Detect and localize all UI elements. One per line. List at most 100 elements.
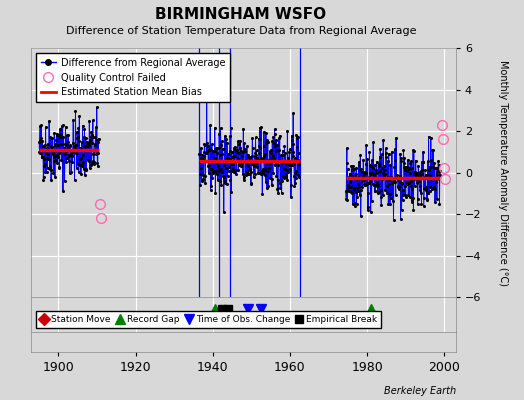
Point	[231, 144, 239, 150]
Point	[272, 147, 281, 154]
Point	[89, 134, 97, 140]
Point	[233, 158, 242, 165]
Point	[93, 163, 102, 170]
Point	[412, 180, 421, 187]
Point	[264, 167, 272, 174]
Point	[81, 142, 90, 149]
Point	[48, 148, 57, 155]
Point	[276, 133, 284, 139]
Point	[206, 147, 215, 154]
Point	[244, 163, 252, 169]
Point	[246, 154, 255, 161]
Point	[63, 138, 72, 145]
Point	[436, 171, 444, 178]
Point	[282, 166, 291, 173]
Point	[433, 195, 441, 202]
Point	[429, 146, 437, 153]
Point	[413, 201, 422, 208]
Point	[352, 189, 360, 195]
Point	[366, 178, 374, 184]
Point	[345, 188, 354, 194]
Point	[357, 178, 366, 184]
Point	[350, 186, 358, 193]
Point	[364, 206, 372, 213]
Point	[267, 176, 276, 182]
Point	[387, 180, 396, 186]
Point	[235, 141, 244, 147]
Point	[290, 173, 298, 179]
Point	[258, 167, 266, 174]
Point	[60, 145, 69, 152]
Point	[380, 167, 389, 174]
Point	[200, 149, 209, 156]
Point	[376, 145, 385, 152]
Point	[358, 169, 366, 175]
Point	[79, 122, 87, 129]
Point	[77, 154, 85, 161]
Point	[430, 165, 439, 171]
Point	[259, 156, 267, 162]
Point	[51, 152, 60, 159]
Point	[403, 180, 412, 187]
Point	[38, 154, 47, 160]
Point	[89, 150, 97, 157]
Point	[238, 160, 246, 166]
Point	[409, 147, 417, 154]
Point	[197, 155, 205, 161]
Point	[49, 158, 58, 164]
Point	[212, 155, 220, 162]
Point	[393, 172, 401, 178]
Point	[70, 176, 79, 183]
Point	[53, 151, 62, 158]
Point	[397, 207, 406, 213]
Point	[373, 179, 381, 185]
Point	[48, 144, 56, 150]
Point	[62, 155, 70, 161]
Point	[93, 104, 101, 110]
Point	[92, 124, 100, 130]
Point	[221, 180, 230, 187]
Point	[421, 166, 429, 173]
Point	[361, 181, 369, 188]
Point	[389, 178, 397, 185]
Point	[203, 149, 211, 156]
Point	[246, 166, 254, 172]
Point	[381, 145, 390, 152]
Point	[400, 192, 409, 198]
Point	[372, 174, 380, 180]
Point	[52, 137, 60, 144]
Point	[422, 186, 430, 193]
Point	[345, 188, 353, 194]
Point	[346, 189, 355, 195]
Point	[236, 138, 245, 144]
Point	[286, 146, 294, 152]
Point	[226, 148, 234, 154]
Point	[231, 145, 239, 152]
Point	[228, 154, 236, 160]
Point	[208, 141, 216, 148]
Point	[84, 142, 93, 148]
Point	[260, 167, 269, 173]
Point	[50, 141, 59, 148]
Point	[379, 136, 387, 143]
Point	[236, 145, 244, 152]
Point	[265, 158, 273, 164]
Point	[258, 191, 267, 198]
Point	[92, 146, 100, 153]
Point	[284, 155, 292, 161]
Point	[230, 169, 238, 175]
Point	[409, 207, 418, 214]
Point	[257, 170, 266, 177]
Point	[421, 172, 430, 178]
Point	[85, 158, 93, 164]
Point	[39, 174, 48, 180]
Point	[40, 155, 48, 162]
Point	[68, 159, 77, 166]
Point	[285, 162, 293, 168]
Point	[430, 160, 439, 166]
Point	[286, 167, 294, 173]
Point	[344, 184, 353, 190]
Point	[429, 184, 437, 191]
Point	[198, 152, 206, 158]
Point	[47, 167, 56, 174]
